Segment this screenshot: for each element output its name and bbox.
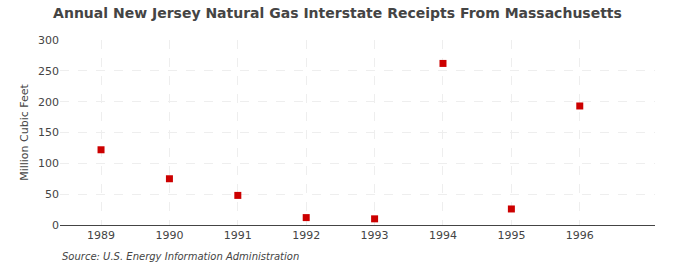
svg-text:1993: 1993 [361, 229, 389, 242]
svg-text:1995: 1995 [497, 229, 525, 242]
svg-text:300: 300 [38, 34, 59, 47]
svg-text:Source: U.S. Energy Informatio: Source: U.S. Energy Information Administ… [62, 251, 299, 262]
svg-text:1996: 1996 [566, 229, 594, 242]
svg-text:1990: 1990 [155, 229, 183, 242]
svg-text:0: 0 [52, 219, 59, 232]
svg-text:1989: 1989 [87, 229, 115, 242]
svg-text:150: 150 [38, 126, 59, 139]
svg-text:100: 100 [38, 157, 59, 170]
svg-text:200: 200 [38, 96, 59, 109]
svg-text:Million Cubic Feet: Million Cubic Feet [18, 83, 31, 180]
svg-text:250: 250 [38, 65, 59, 78]
svg-text:1991: 1991 [224, 229, 252, 242]
svg-text:Annual New Jersey Natural Gas: Annual New Jersey Natural Gas Interstate… [53, 5, 622, 21]
svg-text:1992: 1992 [292, 229, 320, 242]
svg-text:1994: 1994 [429, 229, 457, 242]
svg-text:50: 50 [45, 188, 59, 201]
